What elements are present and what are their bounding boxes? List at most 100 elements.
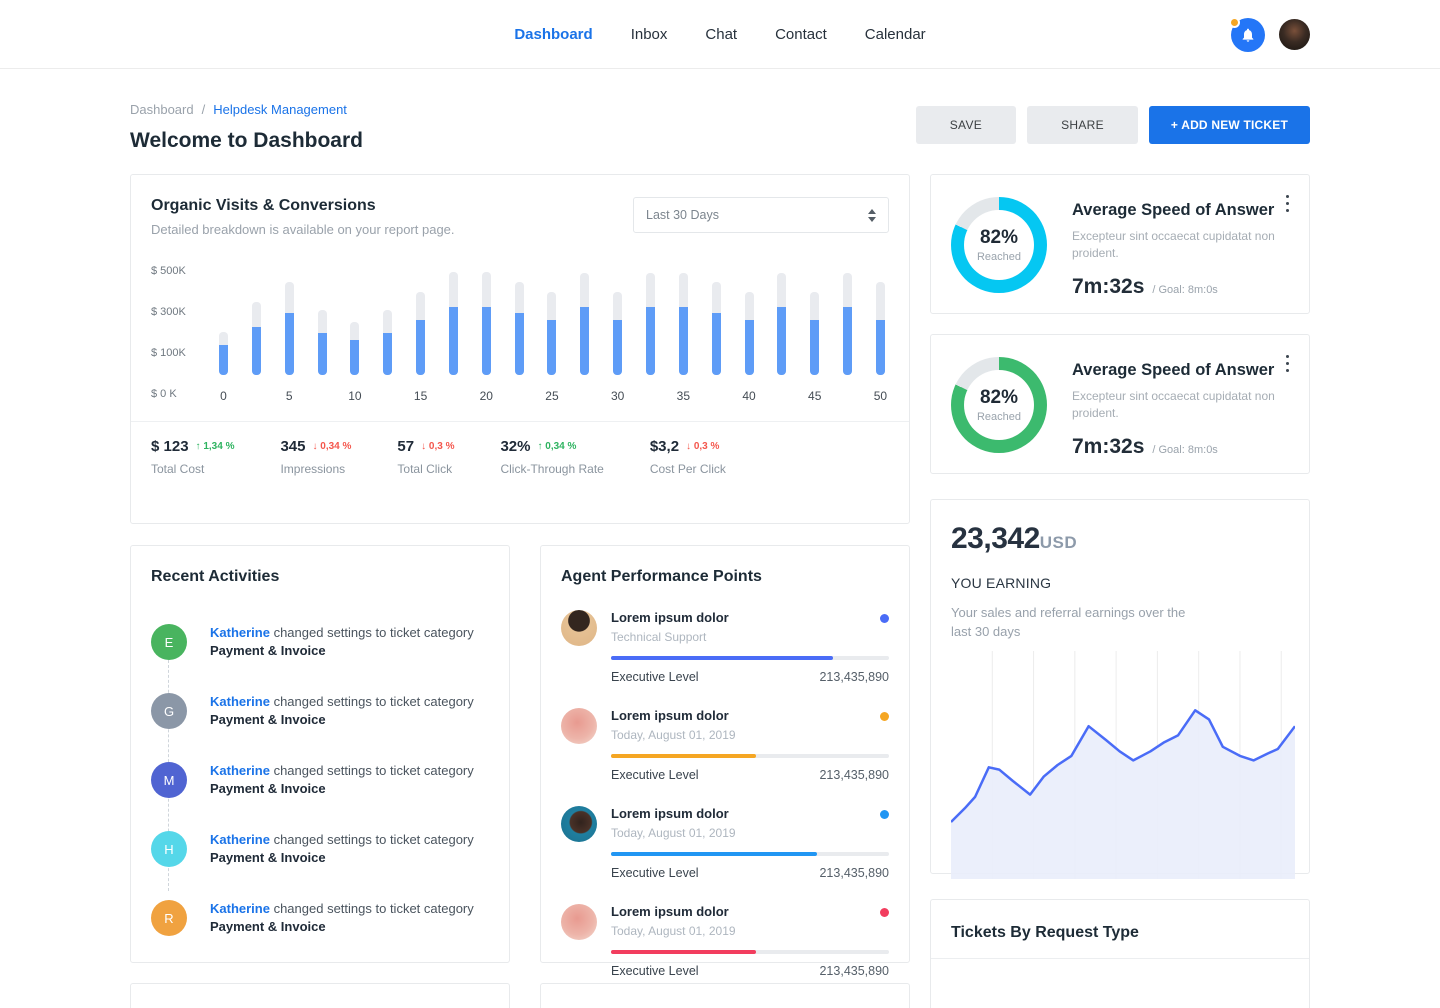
bar (284, 265, 294, 375)
breadcrumb-dashboard[interactable]: Dashboard (130, 102, 194, 117)
nav-item-contact[interactable]: Contact (775, 26, 827, 43)
stat-value: 32% (500, 438, 531, 455)
period-select[interactable]: Last 30 Days (633, 197, 889, 233)
speed-card-description: Excepteur sint occaecat cupidatat non pr… (1072, 229, 1275, 260)
bar-column: 5 (284, 265, 294, 403)
chart-stats-row: $ 123 ↑ 1,34 % Total Cost 345 ↓ 0,34 % Impres… (131, 421, 909, 476)
donut-center: 82% Reached (964, 370, 1034, 440)
bar (317, 265, 327, 375)
agent-status-dot (880, 908, 889, 917)
bar-reached-segment (613, 320, 623, 375)
agent-points: 213,435,890 (819, 866, 889, 880)
earnings-chart-svg (950, 651, 1296, 879)
agent-subtitle: Today, August 01, 2019 (611, 924, 736, 938)
agent-points: 213,435,890 (819, 670, 889, 684)
bar-column (777, 265, 787, 403)
activity-item: M Katherine changed settings to ticket ca… (151, 762, 489, 798)
agent-performance-card: Agent Performance Points Lorem ipsum dol… (540, 545, 910, 978)
activity-user-link[interactable]: Katherine (210, 694, 270, 709)
header-right (1229, 0, 1310, 69)
nav-item-inbox[interactable]: Inbox (630, 26, 668, 43)
bar-column (580, 265, 590, 403)
nav-item-chat[interactable]: Chat (705, 26, 738, 43)
activity-text: Katherine changed settings to ticket cat… (210, 693, 474, 729)
activity-avatar: M (151, 762, 187, 798)
agent-item: Lorem ipsum dolor Today, August 01, 2019 E… (561, 708, 889, 782)
activity-category: Payment & Invoice (210, 919, 326, 934)
activity-category: Payment & Invoice (210, 712, 326, 727)
stat-total-click: 57 ↓ 0,3 % Total Click (397, 438, 454, 476)
bar (481, 265, 491, 375)
x-axis-tick: 25 (545, 389, 559, 403)
kebab-menu-icon[interactable] (1280, 195, 1294, 212)
bar-column: 0 (219, 265, 228, 403)
breadcrumb-separator: / (201, 102, 206, 117)
stat-delta: ↑ 0,34 % (537, 441, 577, 452)
bar-column: 45 (808, 265, 822, 403)
nav-item-dashboard[interactable]: Dashboard (514, 26, 593, 43)
add-new-ticket-button[interactable]: + ADD NEW TICKET (1148, 106, 1310, 144)
bar (645, 265, 655, 375)
notifications-button[interactable] (1229, 16, 1265, 52)
bar (810, 265, 820, 375)
activity-item: R Katherine changed settings to ticket ca… (151, 900, 489, 936)
activity-user-link[interactable]: Katherine (210, 625, 270, 640)
breadcrumb-helpdesk-management[interactable]: Helpdesk Management (213, 102, 347, 117)
kebab-menu-icon[interactable] (1280, 355, 1294, 372)
activity-user-link[interactable]: Katherine (210, 901, 270, 916)
activity-category: Payment & Invoice (210, 643, 326, 658)
bar-column: 20 (479, 265, 493, 403)
speed-time-value: 7m:32s (1072, 275, 1145, 298)
bar (514, 265, 524, 375)
earnings-label: YOU EARNING (951, 575, 1052, 591)
bar-reached-segment (580, 307, 590, 375)
save-button[interactable]: SAVE (915, 106, 1017, 144)
speed-card-title: Average Speed of Answer (1072, 201, 1275, 219)
x-axis-tick: 40 (742, 389, 756, 403)
agent-progress-fill (611, 950, 756, 954)
activity-text: Katherine changed settings to ticket cat… (210, 624, 474, 660)
stat-value: $3,2 (649, 438, 680, 455)
share-button[interactable]: SHARE (1027, 106, 1138, 144)
agent-item: Lorem ipsum dolor Today, August 01, 2019 E… (561, 806, 889, 880)
activity-user-link[interactable]: Katherine (210, 763, 270, 778)
nav-item-calendar[interactable]: Calendar (864, 26, 926, 43)
stat-delta: ↑ 1,34 % (195, 441, 235, 452)
agent-name: Lorem ipsum dolor (611, 708, 729, 723)
bar (416, 265, 426, 375)
notification-badge-dot (1229, 16, 1240, 28)
agent-status-dot (880, 614, 889, 623)
bar-column (514, 265, 524, 403)
earnings-description: Your sales and referral earnings over th… (951, 605, 1186, 639)
user-avatar[interactable] (1279, 19, 1310, 50)
tickets-card-header: Tickets By Request Type (931, 900, 1309, 959)
tickets-card-title: Tickets By Request Type (951, 924, 1139, 941)
recent-activities-card: Recent Activities E Katherine changed set… (130, 545, 510, 963)
bar-reached-segment (251, 327, 261, 375)
agent-avatar (561, 708, 597, 744)
activity-user-link[interactable]: Katherine (210, 832, 270, 847)
bar (678, 265, 688, 375)
bar (580, 265, 590, 375)
x-axis-tick: 20 (479, 389, 493, 403)
activity-avatar: H (151, 831, 187, 867)
reached-donut-chart: 82% Reached (951, 357, 1047, 453)
bar (744, 265, 754, 375)
bar-reached-segment (843, 307, 853, 375)
agent-name: Lorem ipsum dolor (611, 806, 729, 821)
earnings-area-chart (950, 651, 1296, 884)
agent-level-row: Executive Level 213,435,890 (611, 866, 889, 880)
bar-chart-bars: 0 5 10 15 20 25 30 35 40 45 50 (213, 265, 889, 403)
agent-level-row: Executive Level 213,435,890 (611, 670, 889, 684)
agent-level-label: Executive Level (611, 866, 699, 880)
speed-time-row: 7m:32s / Goal: 8m:0s (1072, 275, 1317, 299)
bar-reached-segment (416, 320, 426, 375)
activity-avatar: E (151, 624, 187, 660)
bar-reached-segment (317, 333, 327, 375)
page-title: Welcome to Dashboard (130, 129, 363, 152)
stat-label: Impressions (280, 462, 346, 476)
activity-avatar: R (151, 900, 187, 936)
x-axis-tick: 45 (808, 389, 822, 403)
stat-label: Total Click (397, 462, 453, 476)
average-speed-card: 82% Reached Average Speed of Answer Excepte… (930, 334, 1310, 474)
